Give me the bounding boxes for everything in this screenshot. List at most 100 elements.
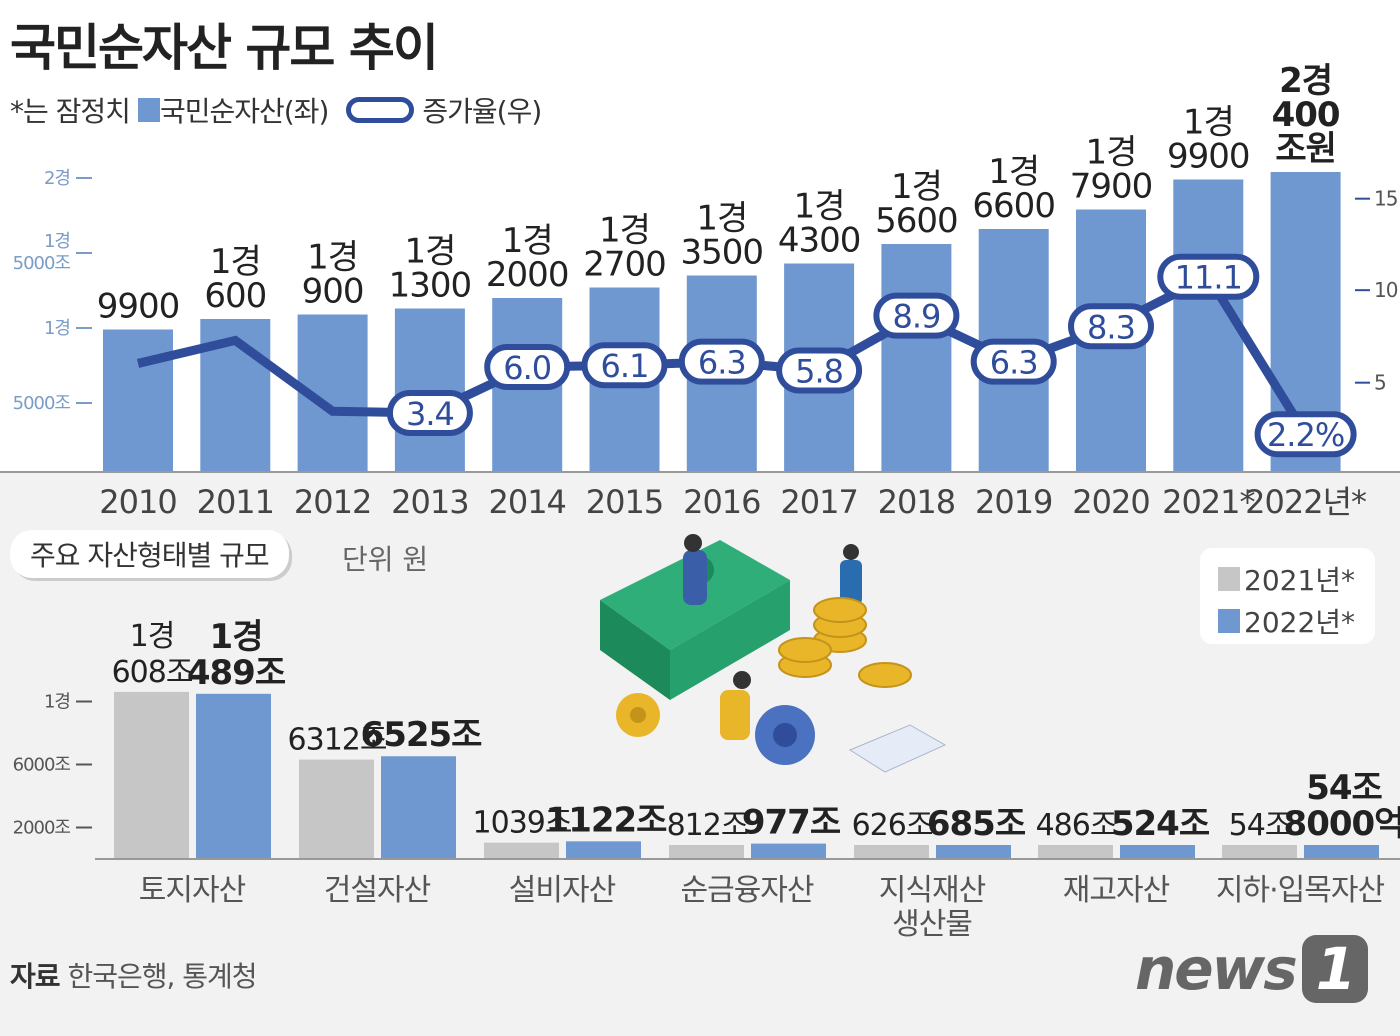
bar-value-label: 1경 2700	[583, 211, 666, 285]
legend-2021: 2021년*	[1218, 558, 1375, 600]
year-label: 2015	[586, 483, 663, 521]
legend-2022: 2022년*	[1218, 600, 1375, 642]
legend-note: *는 잠정치	[10, 95, 131, 128]
news1-logo: news 1	[1135, 935, 1369, 1003]
asset-bar-2021년*	[1222, 845, 1297, 859]
growth-label-pill	[873, 292, 960, 339]
growth-label-pill	[970, 338, 1057, 385]
asset-bar-2022년*	[381, 756, 456, 859]
year-label: 2022년*	[1245, 483, 1367, 521]
year-label: 2019	[975, 483, 1052, 521]
source-label: 자료	[10, 960, 61, 993]
asset-bar-2022년*	[751, 843, 826, 859]
growth-label-pill	[484, 343, 571, 390]
bar-value-label: 1경 600	[204, 242, 266, 316]
growth-label: 6.3	[698, 344, 746, 382]
logo-text: news	[1135, 935, 1298, 1003]
year-label: 2014	[488, 483, 565, 521]
asset-value-label: 626조	[852, 808, 933, 843]
asset-value-label: 1039조	[473, 806, 572, 841]
growth-label: 8.9	[892, 298, 940, 336]
person-pushing	[720, 690, 750, 740]
asset-bar-2022년*	[936, 845, 1011, 859]
asset-category-label: 토지자산	[139, 873, 246, 908]
asset-bar-2021년*	[669, 845, 744, 859]
asset-bar-2021년*	[114, 691, 189, 859]
growth-label-pill	[581, 342, 668, 389]
asset-bar-2022년*	[1120, 845, 1195, 859]
year-label: 2018	[878, 483, 955, 521]
lower-tick-label: 1경	[44, 692, 70, 713]
growth-label: 6.1	[601, 347, 649, 385]
asset-value-label: 54조 8000억	[1284, 768, 1400, 844]
growth-label: 11.1	[1175, 259, 1242, 297]
bar-value-label: 1경 3500	[681, 199, 764, 273]
lower-tick-label: 6000조	[13, 755, 71, 776]
asset-value-label: 977조	[742, 803, 841, 843]
asset-value-label: 6525조	[361, 715, 483, 755]
legend-line-label: 증가율(우)	[422, 95, 542, 128]
right-tick-label: 15	[1374, 187, 1397, 211]
bar-2021*	[1173, 179, 1244, 472]
asset-value-label: 1122조	[546, 800, 668, 840]
asset-bar-2021년*	[484, 842, 559, 859]
year-label: 2010	[99, 483, 176, 521]
logo-mark: 1	[1301, 935, 1369, 1003]
asset-category-label: 재고자산	[1063, 873, 1170, 908]
bar-value-label: 1경 4300	[778, 187, 861, 261]
legend-line-swatch	[346, 97, 415, 123]
bar-value-label: 1경 7900	[1070, 133, 1153, 207]
top-legend: *는 잠정치 국민순자산(좌) 증가율(우)	[10, 90, 542, 130]
person-standing	[840, 560, 862, 605]
asset-value-label: 1경 608조	[112, 619, 193, 690]
asset-value-label: 685조	[927, 804, 1026, 844]
bar-2010	[103, 329, 173, 472]
asset-category-label: 순금융자산	[681, 873, 814, 908]
growth-label-pill	[776, 347, 863, 394]
legend-bar-swatch	[137, 98, 160, 122]
asset-bar-2022년*	[1304, 845, 1379, 859]
asset-value-label: 54조	[1229, 808, 1292, 843]
bar-value-label: 1경 900	[302, 238, 364, 312]
unit-label: 단위 원	[342, 543, 429, 576]
source-text: 한국은행, 통계청	[67, 960, 257, 993]
growth-label-pill	[386, 390, 473, 436]
asset-bar-2022년*	[196, 693, 271, 859]
right-tick-label: 10	[1374, 278, 1398, 302]
growth-label: 8.3	[1087, 308, 1135, 346]
year-label: 2021*	[1162, 483, 1255, 521]
asset-category-label: 지하·입목자산	[1216, 873, 1385, 908]
asset-category-label: 지식재산 생산물	[879, 873, 986, 942]
asset-value-label: 6312조	[288, 723, 387, 758]
left-tick-label: 2경	[44, 168, 70, 189]
legend-2022-swatch	[1218, 609, 1240, 633]
year-label: 2020	[1072, 483, 1149, 521]
asset-category-label: 설비자산	[509, 873, 616, 908]
source: 자료 한국은행, 통계청	[10, 955, 258, 995]
growth-label-pill	[678, 338, 765, 385]
asset-bar-2021년*	[1038, 845, 1113, 859]
asset-bar-2022년*	[566, 841, 641, 859]
document-icon	[848, 724, 947, 773]
growth-label: 2.2%	[1267, 416, 1344, 454]
legend-2021-swatch	[1218, 567, 1240, 591]
bar-value-label: 1경 2000	[486, 221, 569, 295]
year-label: 2017	[780, 483, 857, 521]
growth-label: 6.3	[990, 344, 1038, 382]
left-tick-label: 1경	[44, 318, 70, 339]
growth-label-pill	[1254, 411, 1357, 458]
asset-value-label: 1경 489조	[187, 617, 286, 693]
bar-value-label: 1경 6600	[972, 152, 1055, 226]
legend-2022-label: 2022년*	[1244, 606, 1356, 639]
legend-2021-label: 2021년*	[1244, 564, 1356, 597]
bar-value-label: 9900	[97, 287, 180, 327]
bar-value-label: 2경 400 조원	[1272, 61, 1340, 169]
money-illustration	[600, 534, 947, 773]
bar-value-label: 1경 5600	[875, 167, 958, 241]
growth-label: 3.4	[406, 395, 454, 433]
bar-2018	[881, 244, 952, 472]
right-tick-label: 5	[1374, 371, 1386, 395]
lower-tick-label: 2000조	[13, 818, 71, 839]
bar-value-label: 1경 1300	[389, 232, 472, 306]
